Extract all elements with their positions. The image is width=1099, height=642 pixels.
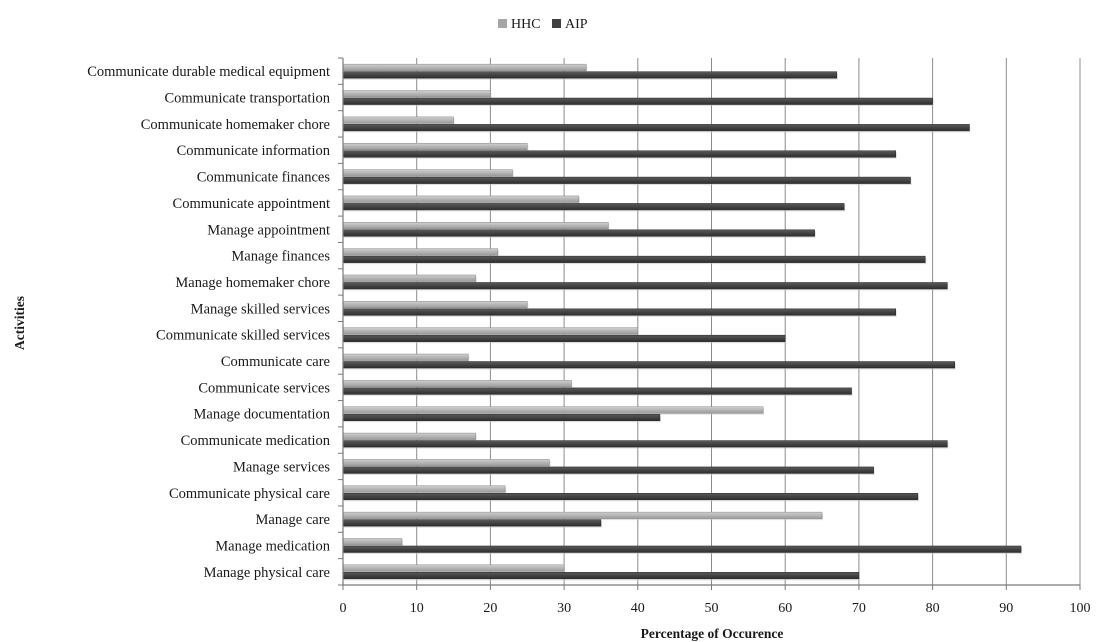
- bar-hhc: [342, 538, 403, 546]
- category-label: Communicate transportation: [164, 91, 330, 107]
- bar-aip: [342, 308, 896, 316]
- bar-aip: [342, 71, 838, 79]
- bar-aip: [342, 387, 852, 395]
- bar-hhc: [342, 248, 499, 256]
- bar-aip: [342, 150, 896, 158]
- bar-aip: [342, 572, 860, 580]
- legend: HHC AIP: [498, 17, 588, 32]
- category-label: Manage medication: [215, 538, 330, 554]
- bar-aip: [342, 176, 911, 184]
- bar-aip: [342, 466, 874, 474]
- bar-hhc: [342, 116, 454, 124]
- x-tick-label: 30: [557, 601, 571, 616]
- bar-hhc: [342, 195, 580, 203]
- bar-hhc: [342, 327, 639, 335]
- bar-hhc: [342, 169, 513, 177]
- legend-label-aip: AIP: [565, 17, 588, 32]
- category-label: Communicate finances: [197, 170, 331, 186]
- bar-hhc: [342, 301, 528, 309]
- bar-aip: [342, 493, 919, 501]
- category-label: Manage homemaker chore: [175, 275, 330, 291]
- x-tick-labels: 0 10 20 30 40 50 60 70 80 90 100: [340, 601, 1091, 616]
- bar-aip: [342, 440, 948, 448]
- bar-hhc: [342, 63, 587, 71]
- x-tick-label: 10: [410, 601, 424, 616]
- bar-aip: [342, 545, 1022, 553]
- category-label: Communicate durable medical equipment: [87, 64, 330, 80]
- x-tick-label: 0: [340, 601, 347, 616]
- bar-hhc: [342, 222, 609, 230]
- bar-hhc: [342, 406, 764, 414]
- category-label: Manage services: [233, 459, 330, 475]
- bar-aip: [342, 334, 786, 342]
- x-tick-label: 90: [999, 601, 1013, 616]
- category-label: Communicate skilled services: [156, 328, 330, 344]
- bar-aip: [342, 203, 845, 211]
- x-tick-label: 20: [483, 601, 497, 616]
- x-tick-label: 100: [1070, 601, 1091, 616]
- bar-hhc: [342, 142, 528, 150]
- y-axis-title: Activities: [12, 296, 27, 350]
- bar-hhc: [342, 90, 491, 98]
- category-label: Manage skilled services: [191, 301, 331, 317]
- category-label: Communicate medication: [181, 433, 331, 449]
- x-tick-label: 70: [852, 601, 866, 616]
- bar-aip: [342, 361, 955, 369]
- category-label: Communicate physical care: [169, 486, 330, 502]
- bar-hhc: [342, 564, 565, 572]
- x-tick-label: 50: [705, 601, 719, 616]
- x-tick-label: 40: [631, 601, 645, 616]
- bar-hhc: [342, 353, 469, 361]
- bar-hhc: [342, 380, 572, 388]
- bar-aip: [342, 255, 926, 263]
- category-label: Manage care: [256, 512, 330, 528]
- bar-aip: [342, 282, 948, 290]
- category-labels: Communicate durable medical equipment Com…: [87, 64, 331, 581]
- legend-label-hhc: HHC: [511, 17, 541, 32]
- bar-aip: [342, 97, 933, 105]
- bar-aip: [342, 519, 602, 527]
- category-label: Communicate care: [221, 354, 330, 370]
- legend-swatch-aip: [552, 19, 561, 28]
- bars: [342, 63, 1023, 581]
- bar-hhc: [342, 432, 476, 440]
- category-label: Manage physical care: [204, 565, 330, 581]
- category-label: Communicate services: [198, 380, 330, 396]
- bar-hhc: [342, 485, 506, 493]
- bar-aip: [342, 229, 815, 237]
- bar-aip: [342, 124, 970, 132]
- bar-hhc: [342, 511, 823, 519]
- x-tick-label: 80: [926, 601, 940, 616]
- x-axis-title: Percentage of Occurence: [641, 626, 784, 641]
- category-label: Manage appointment: [207, 222, 330, 238]
- category-label: Communicate information: [177, 143, 331, 159]
- bar-hhc: [342, 274, 476, 282]
- category-label: Communicate homemaker chore: [141, 117, 330, 133]
- gridlines: [416, 58, 1081, 585]
- x-tick-label: 60: [778, 601, 792, 616]
- axes: [338, 57, 1081, 590]
- bar-hhc: [342, 459, 550, 467]
- legend-swatch-hhc: [498, 19, 507, 28]
- bar-aip: [342, 413, 661, 421]
- category-label: Manage documentation: [194, 407, 331, 423]
- category-label: Manage finances: [231, 249, 330, 265]
- category-label: Communicate appointment: [173, 196, 330, 212]
